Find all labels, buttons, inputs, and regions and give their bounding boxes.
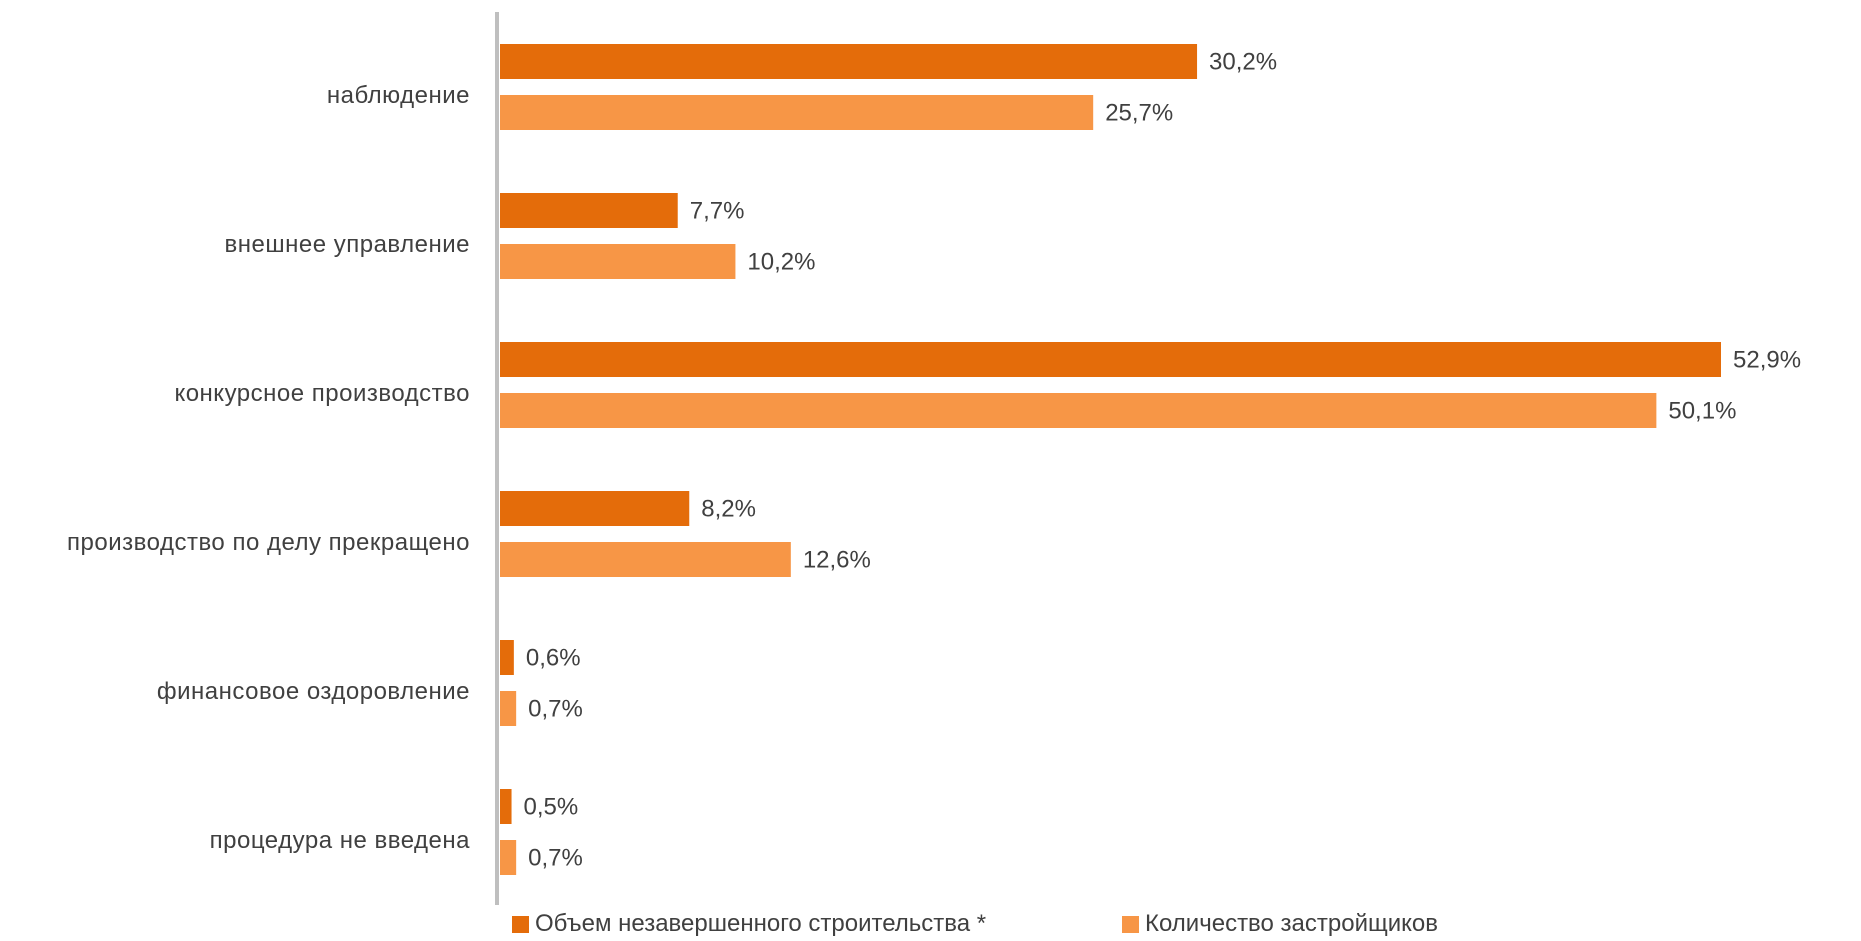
value-label-1-6: 0,5% xyxy=(524,794,579,821)
value-label-2-1: 25,7% xyxy=(1105,100,1173,127)
bar-2-5 xyxy=(500,691,517,726)
value-label-1-3: 52,9% xyxy=(1733,347,1801,374)
value-label-2-2: 10,2% xyxy=(747,249,815,276)
value-label-2-4: 12,6% xyxy=(803,547,871,574)
value-label-1-4: 8,2% xyxy=(701,496,756,523)
legend-swatch-series-2 xyxy=(1122,915,1139,933)
value-label-2-3: 50,1% xyxy=(1668,398,1736,425)
bar-2-2 xyxy=(500,244,736,279)
legend-item-series-1: Объем незавершенного строительства * xyxy=(512,910,986,938)
bar-1-5 xyxy=(500,640,514,675)
bar-2-4 xyxy=(500,542,791,577)
bar-1-1 xyxy=(500,44,1198,79)
value-label-1-5: 0,6% xyxy=(526,645,581,672)
category-label-4: производство по делу прекращено xyxy=(67,529,470,556)
bar-1-4 xyxy=(500,491,690,526)
value-label-1-2: 7,7% xyxy=(690,198,745,225)
bar-2-3 xyxy=(500,393,1657,428)
value-label-1-1: 30,2% xyxy=(1209,49,1277,76)
legend-label-series-2: Количество застройщиков xyxy=(1145,910,1439,937)
bar-2-6 xyxy=(500,840,517,875)
bar-1-3 xyxy=(500,342,1721,377)
legend-label-series-1: Объем незавершенного строительства * xyxy=(535,910,987,937)
value-labels-group: 30,2% 25,7% 7,7%10,2% 52,9% 50,1% 8,2% 12,6% 0,… xyxy=(524,49,1802,872)
bar-2-1 xyxy=(500,95,1094,130)
legend-item-series-2: Количество застройщиков xyxy=(1122,910,1438,938)
legend-swatch-series-1 xyxy=(512,915,529,933)
bar-1-2 xyxy=(500,193,678,228)
legend: Объем незавершенного строительства * Кол… xyxy=(0,910,1861,941)
category-label-6: процедура не введена xyxy=(210,827,471,854)
bars-group xyxy=(500,44,1721,875)
category-label-5: финансовое оздоровление xyxy=(157,678,470,705)
bar-1-6 xyxy=(500,789,512,824)
value-label-2-5: 0,7% xyxy=(528,696,583,723)
category-label-2: внешнее управление xyxy=(225,231,470,258)
category-label-3: конкурсное производство xyxy=(174,380,470,407)
value-label-2-6: 0,7% xyxy=(528,845,583,872)
category-label-1: наблюдение xyxy=(327,82,470,109)
category-labels-group: наблюдение внешнее управление конкурсное п… xyxy=(67,82,470,854)
